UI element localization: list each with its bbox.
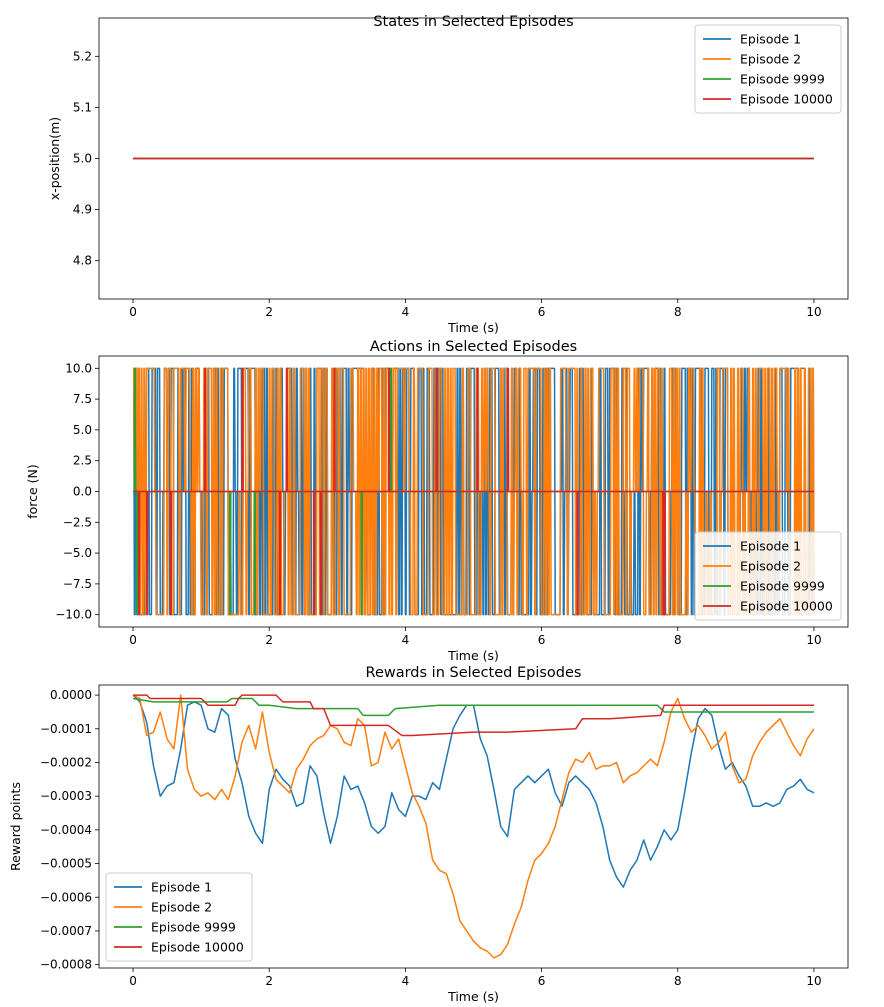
legend-entry-episode-10000: Episode 10000 <box>740 599 833 614</box>
x-tick-label: 4 <box>402 305 410 319</box>
series-line-episode-1 <box>132 367 815 616</box>
y-tick-label: 4.8 <box>73 254 92 268</box>
legend: Episode 1 Episode 2 Episode 9999 Episode 10… <box>694 531 842 621</box>
x-axis-label: Time (s) <box>447 648 499 663</box>
legend: Episode 1 Episode 2 Episode 9999 Episode 10… <box>694 24 842 114</box>
legend-entry-episode-10000: Episode 10000 <box>740 92 833 107</box>
x-tick-label: 2 <box>265 305 273 319</box>
y-tick-label: 7.5 <box>73 392 92 406</box>
legend-entry-episode-2: Episode 2 <box>740 559 801 574</box>
legend-entry-episode-2: Episode 2 <box>151 900 212 915</box>
y-tick-label: −10.0 <box>55 608 92 622</box>
legend-entry-episode-9999: Episode 9999 <box>740 579 825 594</box>
x-axis-label: Time (s) <box>447 320 499 335</box>
x-tick-label: 8 <box>674 305 682 319</box>
y-axis-label: force (N) <box>25 464 40 519</box>
legend-entry-episode-10000: Episode 10000 <box>151 940 244 955</box>
y-tick-label: 2.5 <box>73 454 92 468</box>
legend-box <box>105 872 253 962</box>
y-tick-label: 5.2 <box>73 49 92 63</box>
legend: Episode 1 Episode 2 Episode 9999 Episode 10… <box>105 872 253 962</box>
x-tick-label: 4 <box>402 974 410 988</box>
y-tick-label: −0.0003 <box>40 789 92 803</box>
x-tick-label: 6 <box>538 974 546 988</box>
x-tick-label: 6 <box>538 633 546 647</box>
y-tick-label: −0.0008 <box>40 958 92 972</box>
x-tick-label: 0 <box>129 305 137 319</box>
actions-panel: Actions in Selected Episodes 0 2 4 6 8 10 −10.0… <box>25 339 849 663</box>
y-tick-label: −2.5 <box>63 515 92 529</box>
legend-entry-episode-9999: Episode 9999 <box>151 920 236 935</box>
y-tick-label: −0.0001 <box>40 722 92 736</box>
x-tick-label: 8 <box>674 974 682 988</box>
x-tick-label: 0 <box>129 974 137 988</box>
y-tick-label: 0.0 <box>73 485 92 499</box>
y-tick-label: 0.0000 <box>50 688 92 702</box>
x-tick-label: 10 <box>806 305 821 319</box>
y-tick-label: −0.0004 <box>40 823 92 837</box>
y-tick-label: −0.0007 <box>40 924 92 938</box>
y-tick-label: 5.0 <box>73 152 92 166</box>
series-line-episode-10000 <box>133 694 814 737</box>
y-tick-label: −5.0 <box>63 546 92 560</box>
series-line-episode-1 <box>132 694 815 888</box>
rewards-panel: Rewards in Selected Episodes 0 2 4 6 8 10 −0.00… <box>8 665 849 1004</box>
legend-entry-episode-2: Episode 2 <box>740 52 801 67</box>
legend-entry-episode-1: Episode 1 <box>740 32 801 47</box>
legend-box <box>694 531 842 621</box>
x-tick-label: 8 <box>674 633 682 647</box>
y-tick-label: −0.0005 <box>40 857 92 871</box>
y-tick-label: 4.9 <box>73 203 92 217</box>
y-tick-label: 10.0 <box>65 361 92 375</box>
x-tick-label: 2 <box>265 974 273 988</box>
y-tick-label: −0.0006 <box>40 890 92 904</box>
series-line-episode-2 <box>132 694 815 959</box>
legend-entry-episode-1: Episode 1 <box>740 539 801 554</box>
y-tick-label: 5.1 <box>73 100 92 114</box>
x-tick-label: 2 <box>265 633 273 647</box>
series-line-episode-10000 <box>133 367 814 616</box>
chart-title: States in Selected Episodes <box>373 14 573 30</box>
x-tick-label: 6 <box>538 305 546 319</box>
legend-box <box>694 24 842 114</box>
y-tick-label: 5.0 <box>73 423 92 437</box>
legend-entry-episode-1: Episode 1 <box>151 880 212 895</box>
y-tick-label: −7.5 <box>63 577 92 591</box>
legend-entry-episode-9999: Episode 9999 <box>740 72 825 87</box>
chart-title: Actions in Selected Episodes <box>370 339 577 355</box>
chart-title: Rewards in Selected Episodes <box>366 665 582 681</box>
x-axis-label: Time (s) <box>447 989 499 1004</box>
states-panel: States in Selected Episodes 0 2 4 6 8 10 4.8 4.9… <box>47 14 849 335</box>
x-tick-label: 4 <box>402 633 410 647</box>
y-axis-label: x-position(m) <box>47 117 62 200</box>
x-tick-label: 10 <box>806 974 821 988</box>
x-tick-label: 10 <box>806 633 821 647</box>
y-axis-label: Reward points <box>8 782 23 871</box>
x-tick-label: 0 <box>129 633 137 647</box>
series-layer <box>132 694 815 959</box>
y-tick-label: −0.0002 <box>40 755 92 769</box>
axes-frame <box>98 684 849 969</box>
series-line-episode-9999 <box>132 697 814 717</box>
